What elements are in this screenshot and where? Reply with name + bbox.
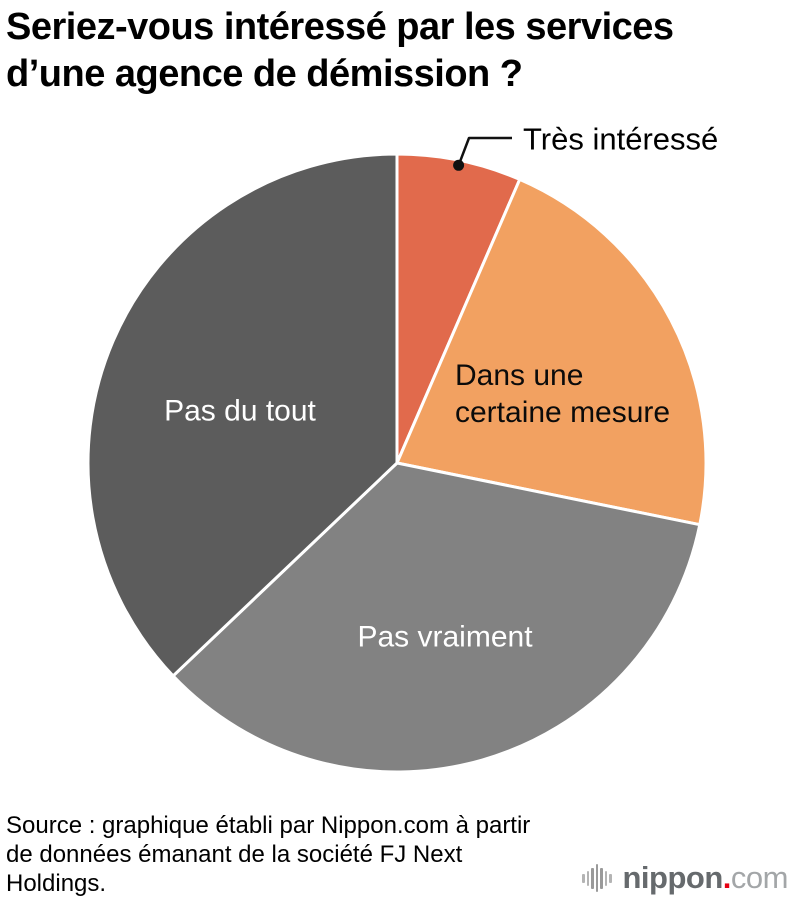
callout-line [457,136,512,166]
pie-slice-3 [86,152,399,678]
logo-wordmark: nippon.com [623,860,789,896]
nippon-com-logo: nippon.com [582,860,789,896]
logo-com-text: com [730,860,789,895]
source-line1: Source : graphique établi par Nippon.com… [6,812,531,839]
source-line2: de données émanant de la société FJ Next [6,841,463,868]
logo-red-dot: . [722,860,732,895]
chart-title-line2: d’une agence de démission ? [6,53,523,95]
chart-title-line1: Seriez-vous intéressé par les services [6,6,674,48]
pie-slice-1 [395,177,708,527]
logo-nippon-text: nippon [622,860,724,895]
slice-label-tres-interesse: Très intéressé [523,121,719,157]
source-note: Source : graphique établi par Nippon.com… [6,811,530,898]
slice-label-pas-du-tout: Pas du tout [164,394,316,428]
source-line3: Holdings. [6,870,107,897]
slice-label-pas-vraiment: Pas vraiment [357,620,533,654]
soundwave-icon [582,864,612,892]
slice-label-dans-une-certaine-mesure: Dans une certaine mesure [455,359,671,429]
pie-slice-2 [171,461,702,774]
chart-title: Seriez-vous intéressé par les services d’… [6,4,674,98]
callout-dot [453,159,465,171]
